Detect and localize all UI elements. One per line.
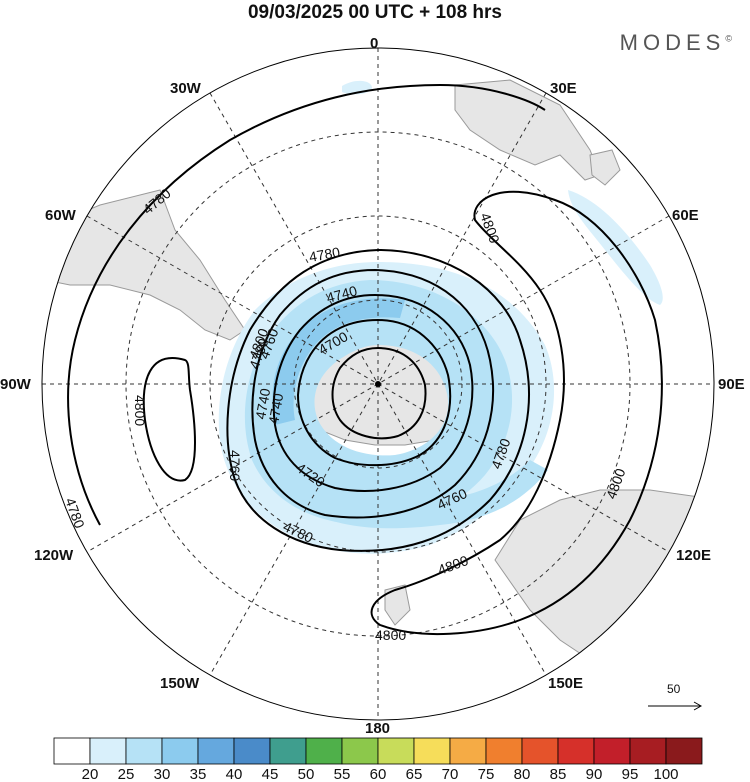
colorbar-tick-label: 75 [478,766,495,782]
lon-label-180: 180 [365,720,390,737]
lon-label-150e: 150E [548,675,583,692]
contour-4800-west [142,357,196,482]
colorbar-swatch [341,737,379,765]
colorbar: 20 25 30 35 40 45 50 55 60 65 70 75 80 85 90 95 100 [53,737,703,782]
contour-4780-outer [67,83,546,526]
lon-label-0: 0 [370,35,378,52]
colorbar-swatch [89,737,127,765]
colorbar-swatch [629,737,667,765]
colorbar-tick-label: 25 [118,766,135,782]
modes-logo: MODES© [620,30,732,56]
reference-vector-label: 50 [667,682,681,696]
contour-4800-sw [370,190,663,636]
colorbar-tick-label: 40 [226,766,243,782]
colorbar-swatch [449,737,487,765]
lon-label-90w: 90W [0,376,32,393]
colorbar-swatch [53,737,91,765]
madagascar-landmass [589,149,621,186]
contour-4740 [272,293,474,492]
wind-jet-southern [330,460,548,529]
colorbar-tick-label: 70 [442,766,459,782]
lon-label-30w: 30W [170,80,202,97]
africa-landmass [454,79,601,181]
lon-label-60e: 60E [672,207,699,224]
colorbar-tick-label: 35 [190,766,207,782]
colorbar-tick-label: 50 [298,766,315,782]
colorbar-swatch [377,737,415,765]
contour-label: 4740 [252,387,273,421]
low-center-marker [375,381,381,387]
wind-patch-indian [568,190,663,305]
colorbar-tick-label: 80 [514,766,531,782]
colorbar-swatch [197,737,235,765]
colorbar-tick-label: 95 [622,766,639,782]
lon-label-120w: 120W [34,547,74,564]
new-zealand-landmass [384,584,411,626]
colorbar-tick-label: 100 [653,766,678,782]
height-contours [67,83,663,636]
contour-label: 4740 [265,392,286,426]
colorbar-tick-label: 20 [82,766,99,782]
contour-label: 4780 [308,244,342,265]
colorbar-swatch [161,737,199,765]
contour-4760 [251,268,494,519]
reference-vector-arrow-head [693,701,703,711]
contour-label: 4740 [325,282,359,306]
lon-label-90e: 90E [718,376,745,393]
contour-4720 [296,318,452,467]
colorbar-swatch [305,737,343,765]
longitude-labels: 0 30W 30E 60W 60E 90W 90E 120W 120E 150W… [0,35,745,737]
map-disc [42,48,714,720]
colorbar-tick-label: 30 [154,766,171,782]
colorbar-swatch [233,737,271,765]
lon-label-60w: 60W [45,207,77,224]
wind-band-inner [272,298,405,425]
colorbar-swatch [593,737,631,765]
lon-label-30e: 30E [550,80,577,97]
colorbar-swatch [269,737,307,765]
brand-mark: © [725,33,732,44]
lon-label-150w: 150W [160,675,200,692]
contour-label: 4800 [132,395,148,426]
reference-vector: 50 [648,682,703,711]
colorbar-tick-label: 45 [262,766,279,782]
colorbar-swatch [485,737,523,765]
colorbar-swatch [125,737,163,765]
map-boundary [41,47,715,721]
colorbar-swatch [413,737,451,765]
contour-4780-main [226,248,530,552]
colorbar-swatch [521,737,559,765]
colorbar-tick-label: 55 [334,766,351,782]
colorbar-swatch [665,737,703,765]
colorbar-tick-label: 65 [406,766,423,782]
colorbar-tick-label: 85 [550,766,567,782]
south-america-landmass [42,189,246,341]
lon-label-120e: 120E [676,547,711,564]
colorbar-tick-label: 90 [586,766,603,782]
brand-name: MODES [619,30,726,55]
contour-label: 4800 [375,627,406,643]
colorbar-tick-label: 60 [370,766,387,782]
colorbar-swatch [557,737,595,765]
contour-4700 [331,346,427,440]
map-title: 09/03/2025 00 UTC + 108 hrs [247,2,503,23]
contour-label: 4760 [227,450,243,481]
